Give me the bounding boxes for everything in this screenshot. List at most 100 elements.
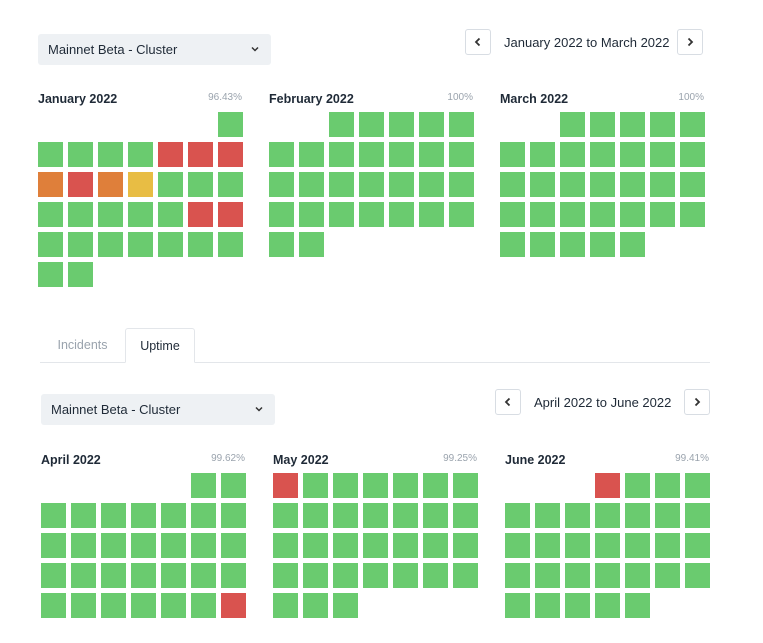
day-cell[interactable] <box>453 533 478 558</box>
day-cell[interactable] <box>269 232 294 257</box>
day-cell[interactable] <box>98 232 123 257</box>
tab-incidents[interactable]: Incidents <box>57 338 108 352</box>
day-cell[interactable] <box>101 533 126 558</box>
day-cell[interactable] <box>505 563 530 588</box>
day-cell[interactable] <box>161 593 186 618</box>
day-cell[interactable] <box>98 202 123 227</box>
day-cell[interactable] <box>590 172 615 197</box>
day-cell[interactable] <box>393 503 418 528</box>
day-cell[interactable] <box>303 593 328 618</box>
day-cell[interactable] <box>221 533 246 558</box>
day-cell[interactable] <box>98 142 123 167</box>
day-cell[interactable] <box>41 563 66 588</box>
day-cell[interactable] <box>38 232 63 257</box>
day-cell[interactable] <box>131 533 156 558</box>
day-cell[interactable] <box>453 563 478 588</box>
prev-range-button-bottom[interactable] <box>495 389 521 415</box>
day-cell[interactable] <box>299 142 324 167</box>
day-cell[interactable] <box>419 112 444 137</box>
day-cell[interactable] <box>625 563 650 588</box>
day-cell[interactable] <box>303 473 328 498</box>
day-cell[interactable] <box>650 202 675 227</box>
day-cell[interactable] <box>560 202 585 227</box>
day-cell[interactable] <box>449 202 474 227</box>
day-cell[interactable] <box>620 232 645 257</box>
day-cell[interactable] <box>393 473 418 498</box>
day-cell[interactable] <box>535 593 560 618</box>
day-cell[interactable] <box>41 533 66 558</box>
day-cell[interactable] <box>685 503 710 528</box>
day-cell[interactable] <box>655 473 680 498</box>
day-cell[interactable] <box>620 202 645 227</box>
day-cell[interactable] <box>188 232 213 257</box>
day-cell[interactable] <box>68 202 93 227</box>
day-cell[interactable] <box>299 232 324 257</box>
day-cell[interactable] <box>191 533 216 558</box>
day-cell[interactable] <box>218 202 243 227</box>
day-cell[interactable] <box>359 142 384 167</box>
day-cell[interactable] <box>453 473 478 498</box>
day-cell[interactable] <box>221 593 246 618</box>
day-cell[interactable] <box>329 202 354 227</box>
day-cell[interactable] <box>188 142 213 167</box>
day-cell[interactable] <box>329 142 354 167</box>
day-cell[interactable] <box>299 202 324 227</box>
day-cell[interactable] <box>363 503 388 528</box>
day-cell[interactable] <box>41 503 66 528</box>
day-cell[interactable] <box>188 172 213 197</box>
day-cell[interactable] <box>128 202 153 227</box>
day-cell[interactable] <box>389 112 414 137</box>
day-cell[interactable] <box>363 473 388 498</box>
day-cell[interactable] <box>303 533 328 558</box>
day-cell[interactable] <box>530 142 555 167</box>
day-cell[interactable] <box>560 172 585 197</box>
day-cell[interactable] <box>500 232 525 257</box>
day-cell[interactable] <box>505 503 530 528</box>
day-cell[interactable] <box>650 142 675 167</box>
day-cell[interactable] <box>389 172 414 197</box>
day-cell[interactable] <box>191 473 216 498</box>
day-cell[interactable] <box>38 142 63 167</box>
day-cell[interactable] <box>530 202 555 227</box>
day-cell[interactable] <box>101 563 126 588</box>
cluster-select-bottom[interactable]: Mainnet Beta - Cluster <box>41 394 275 425</box>
day-cell[interactable] <box>38 262 63 287</box>
day-cell[interactable] <box>655 533 680 558</box>
day-cell[interactable] <box>389 202 414 227</box>
day-cell[interactable] <box>685 473 710 498</box>
day-cell[interactable] <box>191 503 216 528</box>
day-cell[interactable] <box>650 112 675 137</box>
day-cell[interactable] <box>273 473 298 498</box>
day-cell[interactable] <box>333 473 358 498</box>
day-cell[interactable] <box>68 232 93 257</box>
day-cell[interactable] <box>98 172 123 197</box>
day-cell[interactable] <box>71 503 96 528</box>
day-cell[interactable] <box>38 172 63 197</box>
day-cell[interactable] <box>131 503 156 528</box>
day-cell[interactable] <box>625 533 650 558</box>
day-cell[interactable] <box>68 262 93 287</box>
day-cell[interactable] <box>218 172 243 197</box>
day-cell[interactable] <box>500 202 525 227</box>
next-range-button-top[interactable] <box>677 29 703 55</box>
day-cell[interactable] <box>680 172 705 197</box>
day-cell[interactable] <box>560 232 585 257</box>
day-cell[interactable] <box>453 503 478 528</box>
day-cell[interactable] <box>389 142 414 167</box>
day-cell[interactable] <box>158 142 183 167</box>
day-cell[interactable] <box>680 112 705 137</box>
day-cell[interactable] <box>560 112 585 137</box>
day-cell[interactable] <box>221 503 246 528</box>
day-cell[interactable] <box>269 202 294 227</box>
day-cell[interactable] <box>128 232 153 257</box>
day-cell[interactable] <box>423 473 448 498</box>
day-cell[interactable] <box>535 503 560 528</box>
day-cell[interactable] <box>68 172 93 197</box>
day-cell[interactable] <box>620 172 645 197</box>
day-cell[interactable] <box>685 533 710 558</box>
day-cell[interactable] <box>655 563 680 588</box>
day-cell[interactable] <box>595 503 620 528</box>
day-cell[interactable] <box>273 503 298 528</box>
day-cell[interactable] <box>303 563 328 588</box>
day-cell[interactable] <box>161 533 186 558</box>
